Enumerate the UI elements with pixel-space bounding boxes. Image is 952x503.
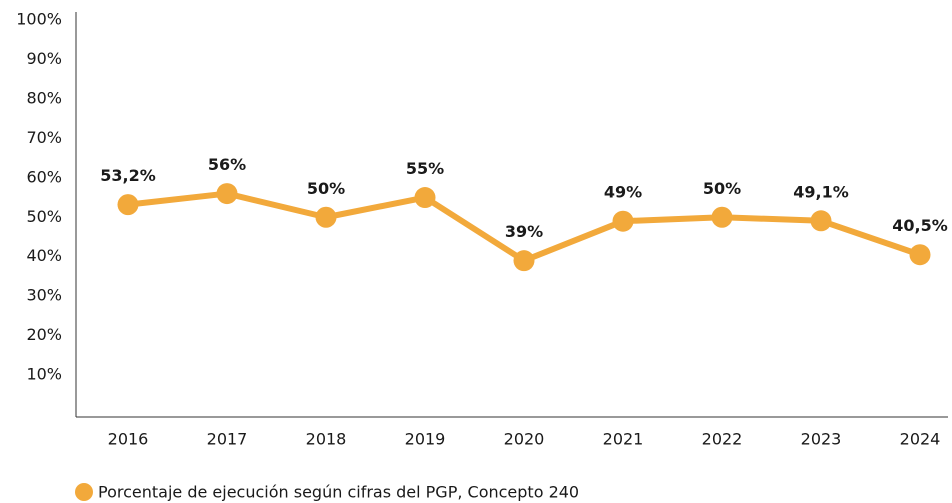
y-tick-label: 60%: [26, 167, 62, 186]
point: [810, 210, 832, 232]
y-tick-label: 100%: [16, 10, 62, 29]
x-tick-label: 2018: [306, 430, 347, 449]
x-tick-label: 2020: [504, 430, 545, 449]
x-tick-label: 2023: [801, 430, 842, 449]
point: [315, 206, 337, 228]
data-label: 50%: [307, 179, 345, 198]
y-tick-label: 90%: [26, 49, 62, 68]
legend-label: Porcentaje de ejecución según cifras del…: [98, 483, 579, 502]
data-label: 56%: [208, 155, 246, 174]
x-tick-label: 2022: [702, 430, 743, 449]
data-label: 49%: [604, 183, 642, 202]
point: [711, 206, 733, 228]
x-tick-label: 2017: [207, 430, 248, 449]
y-tick-label: 40%: [26, 246, 62, 265]
y-tick-label: 80%: [26, 88, 62, 107]
x-tick-label: 2019: [405, 430, 446, 449]
legend-marker: [75, 483, 93, 501]
point: [117, 194, 139, 216]
data-label: 40,5%: [892, 216, 948, 235]
x-tick-label: 2021: [603, 430, 644, 449]
data-label: 39%: [505, 222, 543, 241]
data-label: 53,2%: [100, 166, 156, 185]
y-tick-label: 70%: [26, 128, 62, 147]
point: [414, 187, 436, 209]
y-tick-label: 50%: [26, 207, 62, 226]
x-tick-label: 2024: [900, 430, 941, 449]
point: [909, 244, 931, 266]
y-tick-label: 30%: [26, 286, 62, 305]
data-label: 50%: [703, 179, 741, 198]
y-tick-label: 20%: [26, 325, 62, 344]
data-label: 49,1%: [793, 182, 849, 201]
point: [612, 210, 634, 232]
x-tick-label: 2016: [108, 430, 149, 449]
point: [216, 183, 238, 205]
y-tick-label: 10%: [26, 365, 62, 384]
point: [513, 250, 535, 272]
data-label: 55%: [406, 159, 444, 178]
